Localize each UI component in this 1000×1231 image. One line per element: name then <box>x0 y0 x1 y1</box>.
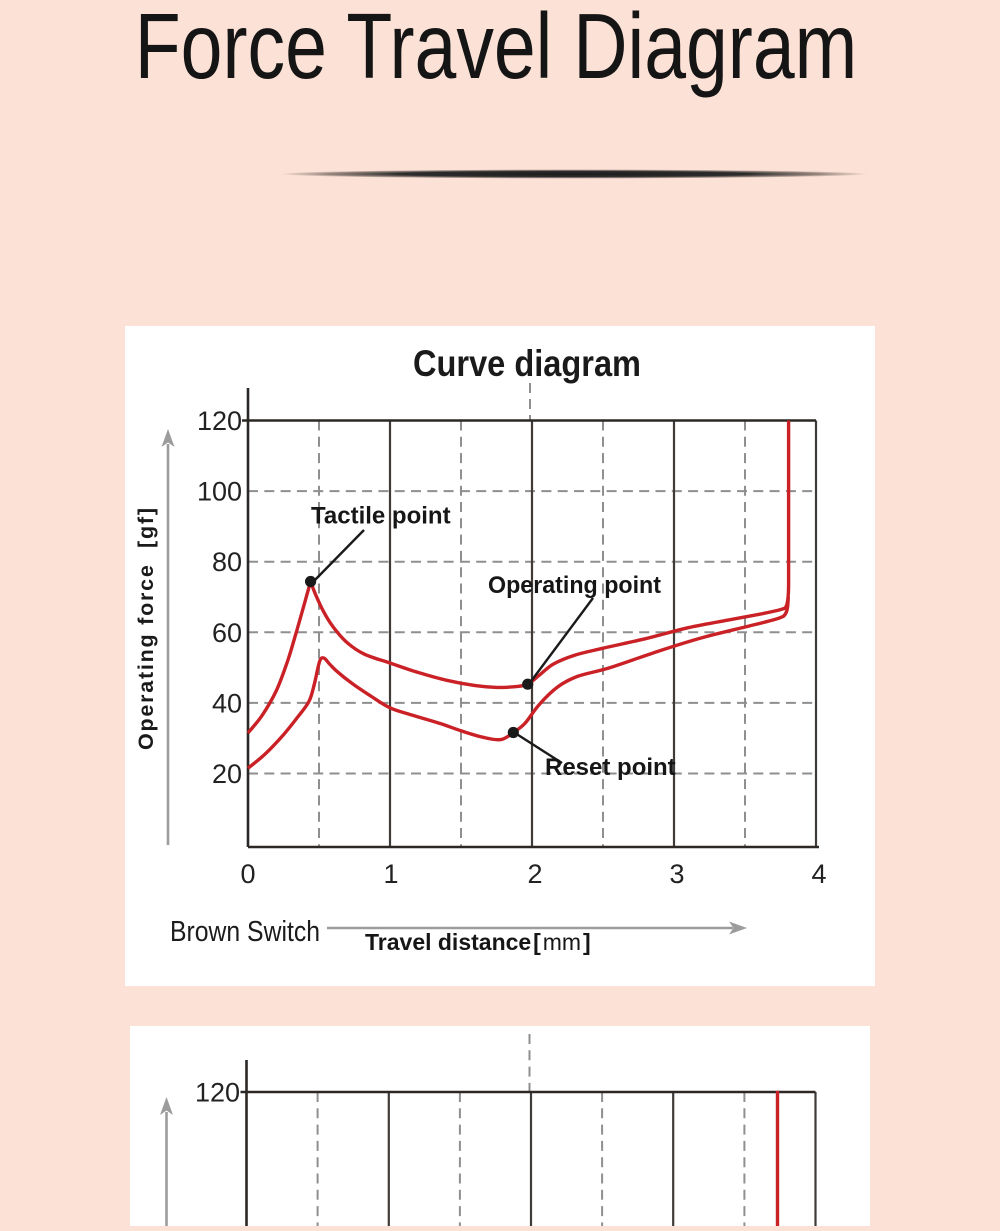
svg-text:120: 120 <box>197 406 242 436</box>
svg-text:2: 2 <box>527 859 542 889</box>
svg-text:80: 80 <box>212 547 242 577</box>
svg-text:3: 3 <box>669 859 684 889</box>
svg-text:120: 120 <box>195 1078 240 1108</box>
svg-text:Reset point: Reset point <box>545 754 676 781</box>
svg-text:40: 40 <box>212 688 242 718</box>
svg-text:20: 20 <box>212 759 242 789</box>
svg-text:4: 4 <box>811 859 826 889</box>
svg-text:Operating force [gf]: Operating force [gf] <box>134 508 158 750</box>
svg-text:60: 60 <box>212 618 242 648</box>
svg-text:Travel distance [ mm ]: Travel distance [ mm ] <box>365 929 591 955</box>
svg-text:Tactile point: Tactile point <box>311 503 451 530</box>
svg-text:Curve diagram: Curve diagram <box>413 343 641 384</box>
svg-text:1: 1 <box>383 859 398 889</box>
svg-text:Operating point: Operating point <box>488 572 661 599</box>
svg-text:0: 0 <box>240 859 255 889</box>
svg-text:Brown Switch: Brown Switch <box>170 916 320 948</box>
svg-text:100: 100 <box>197 477 242 507</box>
